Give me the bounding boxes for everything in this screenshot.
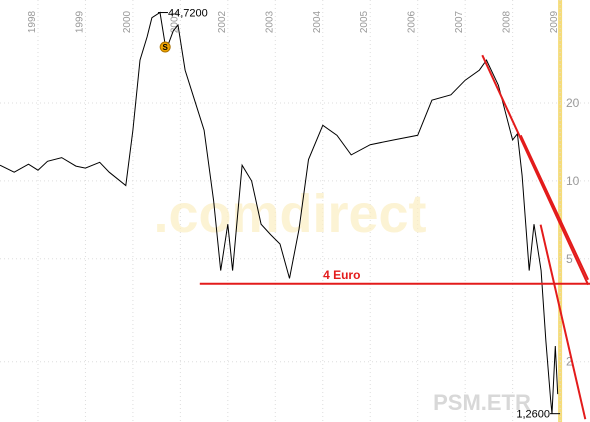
trend-line: [519, 134, 590, 281]
x-tick-label: 2007: [454, 10, 465, 33]
annotation-label: 1,2600: [516, 409, 550, 421]
y-tick-label: 10: [566, 174, 580, 188]
trend-line: [481, 54, 590, 286]
x-tick-label: 2008: [502, 10, 513, 33]
split-marker: [159, 41, 171, 53]
symbol-watermark: PSM.ETR: [433, 390, 531, 415]
x-tick-label: 2002: [217, 10, 228, 33]
x-tick-label: 2000: [122, 10, 133, 33]
trend-line: [539, 224, 587, 420]
x-tick-label: 2003: [264, 10, 275, 33]
y-tick-label: 20: [566, 96, 580, 110]
annotation-label: 44,7200: [168, 8, 208, 20]
watermark: .comdirect: [153, 184, 426, 244]
x-tick-label: 1999: [74, 10, 85, 33]
x-tick-label: 2001: [169, 10, 180, 33]
x-tick-label: 1998: [27, 10, 38, 33]
x-tick-label: 2006: [407, 10, 418, 33]
x-tick-label: 2004: [312, 10, 323, 33]
y-tick-label: 2: [566, 355, 573, 369]
level-label: 4 Euro: [323, 268, 360, 282]
x-tick-label: 2005: [359, 10, 370, 33]
split-marker-label: S: [163, 43, 169, 52]
price-line: [0, 11, 559, 414]
x-tick-label: 2009: [549, 10, 560, 33]
y-tick-label: 5: [566, 252, 573, 266]
